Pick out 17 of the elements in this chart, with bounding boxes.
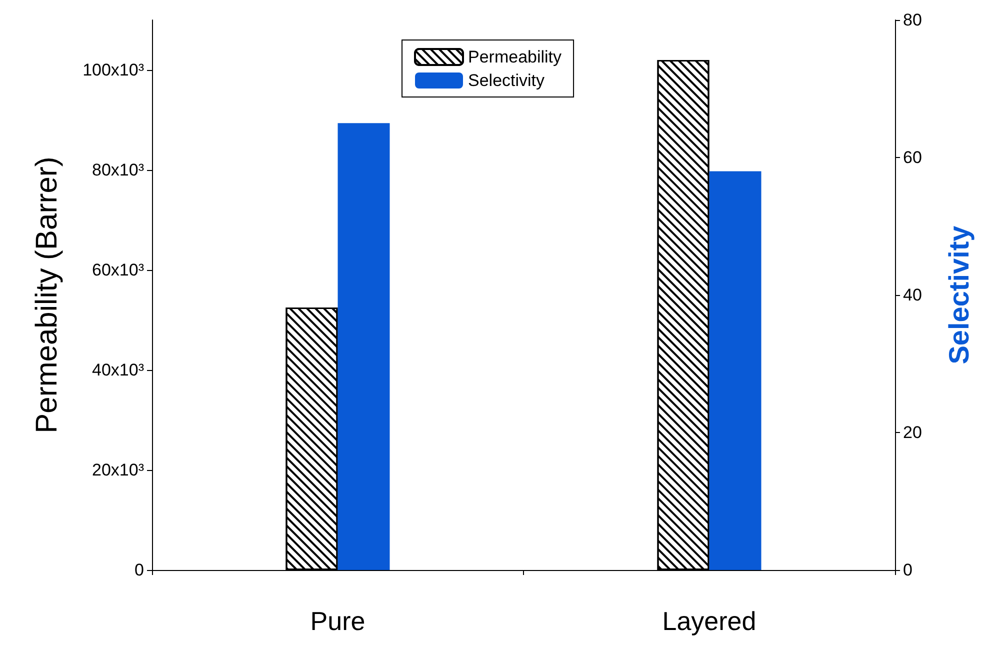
y-tick-label: 40x10³	[92, 360, 144, 380]
y2-tick-label: 0	[903, 560, 912, 580]
y-tick-label: 0	[134, 560, 144, 580]
y2-tick-label: 80	[903, 10, 922, 30]
y2-tick-label: 40	[903, 286, 922, 304]
y2-axis-title: Selectivity	[944, 225, 974, 364]
y-tick-label: 80x10³	[92, 160, 144, 180]
y2-tick-label: 20	[903, 423, 922, 442]
legend-label: Selectivity	[468, 71, 546, 90]
x-tick-label: Pure	[310, 606, 366, 636]
y-tick-label: 20x10³	[92, 460, 144, 480]
x-tick-label: Layered	[662, 606, 756, 636]
y2-tick-label: 60	[903, 148, 922, 167]
y-tick-label: 100x10³	[82, 60, 144, 80]
legend-label: Permeability	[468, 48, 562, 66]
y-axis-title: Permeability (Barrer)	[30, 156, 64, 434]
y-tick-label: 60x10³	[92, 260, 144, 280]
